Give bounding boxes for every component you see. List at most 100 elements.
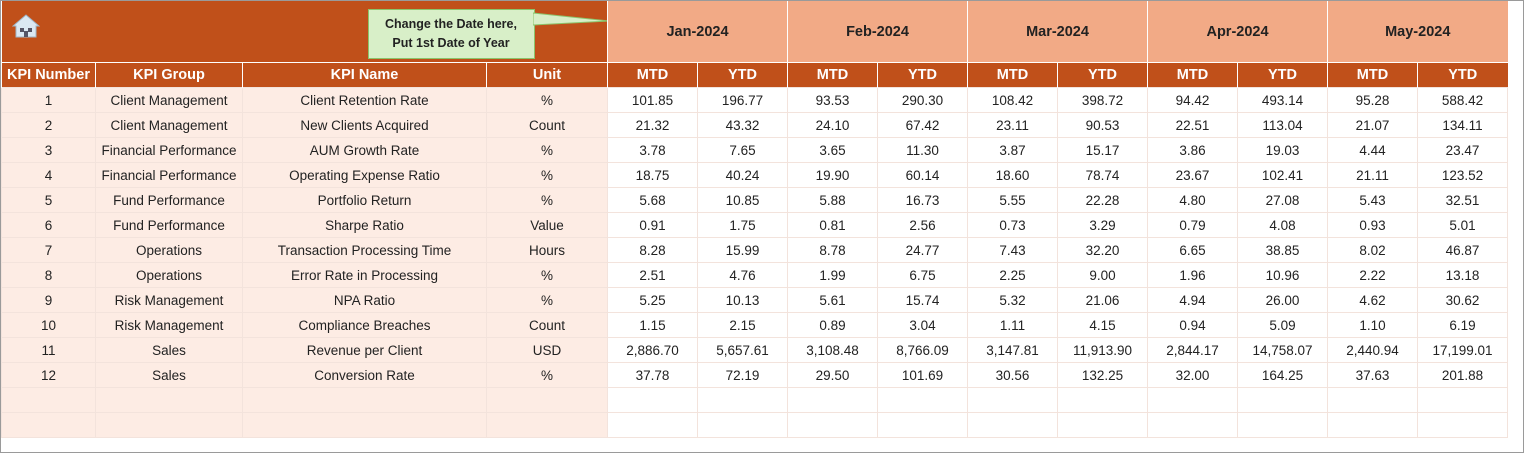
cell-n[interactable]: 11	[1, 337, 96, 363]
value-cell[interactable]: 30.62	[1417, 287, 1508, 313]
cell-group[interactable]: Fund Performance	[95, 212, 243, 238]
cell-unit[interactable]: %	[486, 87, 608, 113]
value-cell[interactable]: 40.24	[697, 162, 788, 188]
value-cell[interactable]: 5.43	[1327, 187, 1418, 213]
value-cell[interactable]: 21.07	[1327, 112, 1418, 138]
value-cell[interactable]: 201.88	[1417, 362, 1508, 388]
value-cell[interactable]: 18.60	[967, 162, 1058, 188]
cell-name[interactable]: Compliance Breaches	[242, 312, 487, 338]
value-cell[interactable]: 102.41	[1237, 162, 1328, 188]
home-icon[interactable]	[11, 13, 40, 42]
value-cell[interactable]: 94.42	[1147, 87, 1238, 113]
value-cell[interactable]: 290.30	[877, 87, 968, 113]
cell-unit[interactable]: Hours	[486, 237, 608, 263]
value-cell[interactable]: 0.81	[787, 212, 878, 238]
value-cell[interactable]: 3.04	[877, 312, 968, 338]
empty-cell[interactable]	[242, 412, 487, 438]
cell-name[interactable]: Conversion Rate	[242, 362, 487, 388]
value-cell[interactable]: 30.56	[967, 362, 1058, 388]
value-cell[interactable]: 5.32	[967, 287, 1058, 313]
value-cell[interactable]: 24.10	[787, 112, 878, 138]
value-cell[interactable]: 27.08	[1237, 187, 1328, 213]
empty-cell[interactable]	[95, 412, 243, 438]
value-cell[interactable]: 588.42	[1417, 87, 1508, 113]
value-cell[interactable]: 72.19	[697, 362, 788, 388]
cell-unit[interactable]: %	[486, 187, 608, 213]
cell-unit[interactable]: USD	[486, 337, 608, 363]
value-cell[interactable]: 5.55	[967, 187, 1058, 213]
empty-cell[interactable]	[1147, 412, 1238, 438]
cell-n[interactable]: 7	[1, 237, 96, 263]
value-cell[interactable]: 46.87	[1417, 237, 1508, 263]
value-cell[interactable]: 8.28	[607, 237, 698, 263]
value-cell[interactable]: 4.62	[1327, 287, 1418, 313]
cell-name[interactable]: Sharpe Ratio	[242, 212, 487, 238]
value-cell[interactable]: 0.91	[607, 212, 698, 238]
cell-name[interactable]: Portfolio Return	[242, 187, 487, 213]
cell-group[interactable]: Fund Performance	[95, 187, 243, 213]
cell-name[interactable]: Client Retention Rate	[242, 87, 487, 113]
value-cell[interactable]: 37.78	[607, 362, 698, 388]
value-cell[interactable]: 7.65	[697, 137, 788, 163]
value-cell[interactable]: 90.53	[1057, 112, 1148, 138]
empty-cell[interactable]	[697, 412, 788, 438]
value-cell[interactable]: 22.51	[1147, 112, 1238, 138]
cell-name[interactable]: Operating Expense Ratio	[242, 162, 487, 188]
value-cell[interactable]: 5.09	[1237, 312, 1328, 338]
cell-unit[interactable]: Value	[486, 212, 608, 238]
value-cell[interactable]: 2.51	[607, 262, 698, 288]
cell-n[interactable]: 1	[1, 87, 96, 113]
value-cell[interactable]: 0.73	[967, 212, 1058, 238]
empty-cell[interactable]	[787, 412, 878, 438]
value-cell[interactable]: 3,108.48	[787, 337, 878, 363]
value-cell[interactable]: 1.96	[1147, 262, 1238, 288]
value-cell[interactable]: 5.68	[607, 187, 698, 213]
cell-unit[interactable]: %	[486, 287, 608, 313]
cell-n[interactable]: 10	[1, 312, 96, 338]
value-cell[interactable]: 8,766.09	[877, 337, 968, 363]
cell-n[interactable]: 8	[1, 262, 96, 288]
value-cell[interactable]: 15.17	[1057, 137, 1148, 163]
cell-unit[interactable]: %	[486, 362, 608, 388]
cell-group[interactable]: Risk Management	[95, 312, 243, 338]
empty-cell[interactable]	[787, 387, 878, 413]
value-cell[interactable]: 95.28	[1327, 87, 1418, 113]
value-cell[interactable]: 101.69	[877, 362, 968, 388]
value-cell[interactable]: 0.93	[1327, 212, 1418, 238]
empty-cell[interactable]	[877, 412, 968, 438]
value-cell[interactable]: 398.72	[1057, 87, 1148, 113]
value-cell[interactable]: 16.73	[877, 187, 968, 213]
value-cell[interactable]: 10.96	[1237, 262, 1328, 288]
cell-name[interactable]: Error Rate in Processing	[242, 262, 487, 288]
value-cell[interactable]: 15.74	[877, 287, 968, 313]
value-cell[interactable]: 4.15	[1057, 312, 1148, 338]
value-cell[interactable]: 1.15	[607, 312, 698, 338]
value-cell[interactable]: 1.11	[967, 312, 1058, 338]
value-cell[interactable]: 2.22	[1327, 262, 1418, 288]
value-cell[interactable]: 4.08	[1237, 212, 1328, 238]
cell-name[interactable]: New Clients Acquired	[242, 112, 487, 138]
cell-unit[interactable]: Count	[486, 312, 608, 338]
cell-n[interactable]: 4	[1, 162, 96, 188]
value-cell[interactable]: 7.43	[967, 237, 1058, 263]
empty-cell[interactable]	[1237, 412, 1328, 438]
value-cell[interactable]: 0.79	[1147, 212, 1238, 238]
value-cell[interactable]: 21.32	[607, 112, 698, 138]
value-cell[interactable]: 17,199.01	[1417, 337, 1508, 363]
empty-cell[interactable]	[607, 412, 698, 438]
cell-name[interactable]: Revenue per Client	[242, 337, 487, 363]
cell-group[interactable]: Risk Management	[95, 287, 243, 313]
value-cell[interactable]: 123.52	[1417, 162, 1508, 188]
empty-cell[interactable]	[607, 387, 698, 413]
value-cell[interactable]: 108.42	[967, 87, 1058, 113]
empty-cell[interactable]	[1057, 412, 1148, 438]
empty-cell[interactable]	[1237, 387, 1328, 413]
value-cell[interactable]: 15.99	[697, 237, 788, 263]
value-cell[interactable]: 13.18	[1417, 262, 1508, 288]
value-cell[interactable]: 164.25	[1237, 362, 1328, 388]
value-cell[interactable]: 60.14	[877, 162, 968, 188]
cell-unit[interactable]: %	[486, 137, 608, 163]
value-cell[interactable]: 4.94	[1147, 287, 1238, 313]
value-cell[interactable]: 5,657.61	[697, 337, 788, 363]
value-cell[interactable]: 3.78	[607, 137, 698, 163]
